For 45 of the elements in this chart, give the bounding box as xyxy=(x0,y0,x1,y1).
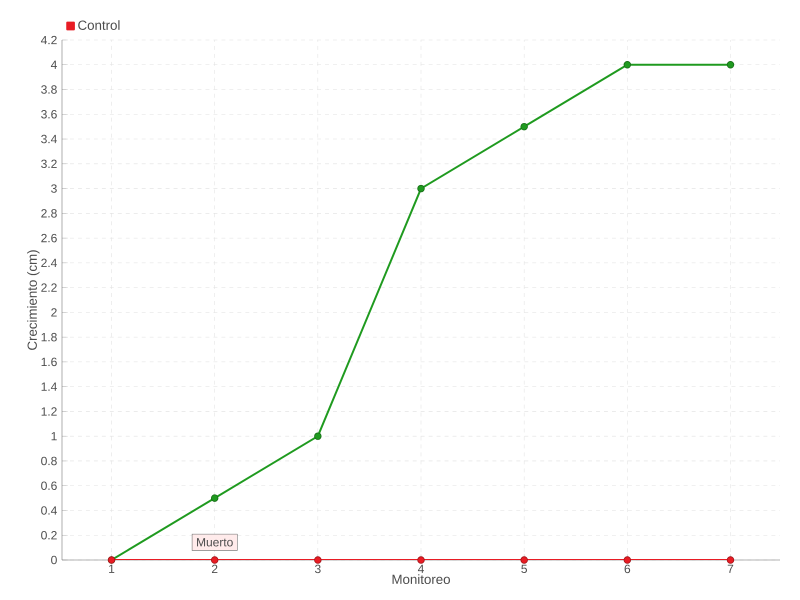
point xyxy=(417,184,425,192)
y-tick-label: 0.2 xyxy=(41,531,57,540)
point xyxy=(520,122,528,130)
x-tick-label: 4 xyxy=(418,564,424,573)
x-tick-label: 5 xyxy=(521,564,527,574)
y-tick-label: 3 xyxy=(51,184,57,193)
x-tick-label: 3 xyxy=(314,564,321,574)
y-tick-label: 0.4 xyxy=(41,506,57,515)
y-tick-label: 3.8 xyxy=(41,85,57,94)
point xyxy=(210,494,218,502)
y-tick-label: 1 xyxy=(52,432,57,440)
y-tick-label: 1.8 xyxy=(42,332,57,342)
y-tick-label: 4 xyxy=(50,60,57,69)
x-tick-label: 1 xyxy=(109,564,114,573)
y-tick-label: 2.8 xyxy=(41,209,57,218)
point xyxy=(624,61,632,68)
y-tick-label: 2 xyxy=(51,308,57,317)
legend-label: Control xyxy=(78,20,120,30)
point xyxy=(314,556,322,564)
point xyxy=(210,556,218,564)
y-tick-label: 2.6 xyxy=(41,234,57,242)
y-tick-label: 0 xyxy=(51,556,57,564)
point xyxy=(520,556,528,564)
point xyxy=(314,432,322,440)
y-axis-title: Crecimiento (cm) xyxy=(27,250,40,350)
y-tick-label: 3.4 xyxy=(41,134,57,144)
x-tick-label: 7 xyxy=(728,564,734,573)
point xyxy=(417,556,425,564)
y-tick-label: 3.6 xyxy=(41,110,57,119)
y-tick-label: 1.6 xyxy=(42,358,57,366)
y-tick-label: 0.6 xyxy=(41,481,57,490)
y-tick-label: 1.4 xyxy=(42,382,57,391)
y-tick-label: 3.2 xyxy=(41,160,57,168)
point xyxy=(726,556,734,564)
x-tick-label: 6 xyxy=(624,564,630,574)
point xyxy=(726,61,734,68)
y-tick-label: 2.2 xyxy=(41,283,57,292)
x-tick-label: 2 xyxy=(212,564,218,574)
y-tick-label: 2.4 xyxy=(41,258,57,268)
y-tick-label: 0.8 xyxy=(41,456,57,466)
x-axis-title: Monitoreo xyxy=(392,574,450,584)
y-tick-label: 4.2 xyxy=(40,36,57,44)
point xyxy=(624,556,632,564)
annotation: Muerto xyxy=(197,538,233,546)
y-tick-label: 1.2 xyxy=(42,407,57,416)
